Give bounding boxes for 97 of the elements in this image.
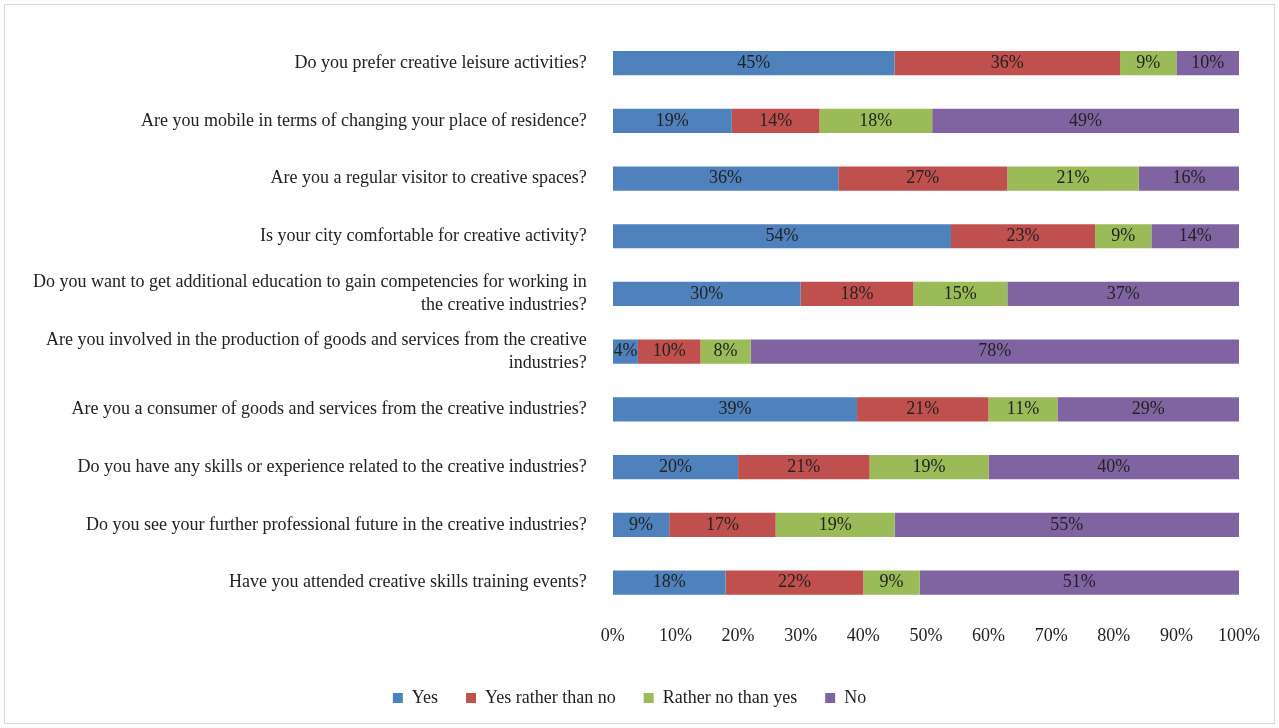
bar <box>1057 397 1239 422</box>
bar <box>932 108 1239 133</box>
legend-label: Rather no than yes <box>662 686 798 707</box>
bar <box>913 281 1008 307</box>
data-label: 78% <box>978 340 1012 361</box>
data-label: 21% <box>906 398 940 419</box>
x-tick-label: 100% <box>1218 624 1260 645</box>
bar <box>669 512 776 537</box>
x-tick-label: 80% <box>1097 624 1131 645</box>
y-tick-label: Are you involved in the production of goods and services from the creative industries? <box>46 329 587 372</box>
bar <box>612 281 801 307</box>
data-label: 21% <box>1056 167 1090 188</box>
data-label: 30% <box>690 282 724 303</box>
bar <box>919 570 1239 595</box>
bar <box>819 108 933 133</box>
data-label: 19% <box>655 109 689 130</box>
data-label: 14% <box>759 109 793 130</box>
x-tick-label: 10% <box>658 624 692 645</box>
data-label: 8% <box>713 340 738 361</box>
x-tick-label: 40% <box>846 624 880 645</box>
y-tick-label: Are you a consumer of goods and services from the creative industries? <box>71 398 587 419</box>
bar <box>612 397 858 422</box>
data-label: 19% <box>818 513 852 534</box>
data-label: 51% <box>1062 571 1096 592</box>
x-tick-label: 30% <box>784 624 818 645</box>
bar <box>1151 224 1239 249</box>
data-label: 18% <box>859 109 893 130</box>
data-label: 9% <box>1111 224 1136 245</box>
data-label: 10% <box>652 340 686 361</box>
bar <box>750 339 1239 364</box>
data-label: 18% <box>652 571 686 592</box>
data-label: 20% <box>658 455 692 476</box>
x-tick-label: 60% <box>972 624 1006 645</box>
bar <box>725 570 864 595</box>
data-label: 22% <box>777 571 811 592</box>
bar <box>738 454 870 480</box>
data-label: 29% <box>1131 398 1165 419</box>
bar <box>988 454 1239 480</box>
bar <box>950 224 1095 249</box>
bar <box>800 281 914 307</box>
x-tick-label: 70% <box>1034 624 1068 645</box>
bar <box>863 570 920 595</box>
bar <box>612 166 839 191</box>
y-tick-label: Are you mobile in terms of changing your place of residence? <box>141 109 587 130</box>
data-label: 14% <box>1178 224 1212 245</box>
legend-label: No <box>844 686 867 707</box>
data-label: 9% <box>1136 51 1161 72</box>
data-label: 17% <box>705 513 739 534</box>
x-tick-label: 90% <box>1159 624 1193 645</box>
bar <box>1138 166 1239 191</box>
x-tick-label: 0% <box>600 624 625 645</box>
x-tick-label: 50% <box>909 624 943 645</box>
bar <box>612 570 726 595</box>
data-label: 4% <box>613 340 638 361</box>
data-label: 36% <box>709 167 743 188</box>
bar <box>869 454 989 480</box>
bar <box>612 50 895 76</box>
data-label: 23% <box>1006 224 1040 245</box>
y-tick-label: Are you a regular visitor to creative spaces? <box>270 167 587 188</box>
y-tick-label: Is your city comfortable for creative activity? <box>260 224 587 245</box>
data-label: 21% <box>787 455 821 476</box>
legend-label: Yes <box>411 686 439 707</box>
x-tick-label: 20% <box>721 624 755 645</box>
bar <box>775 512 895 537</box>
data-label: 36% <box>990 51 1024 72</box>
bar <box>612 224 951 249</box>
data-label: 15% <box>943 282 977 303</box>
data-label: 40% <box>1097 455 1131 476</box>
data-label: 37% <box>1106 282 1140 303</box>
bar <box>988 397 1058 422</box>
y-tick-label: Do you see your further professional future in the creative industries? <box>86 513 587 534</box>
bar <box>894 512 1239 537</box>
legend-label: Yes rather than no <box>485 686 616 707</box>
data-label: 27% <box>906 167 940 188</box>
data-label: 9% <box>879 571 904 592</box>
bar <box>612 108 732 133</box>
y-tick-label: Do you prefer creative leisure activities? <box>294 51 587 72</box>
bar <box>1007 166 1139 191</box>
data-label: 16% <box>1172 167 1206 188</box>
data-label: 39% <box>718 398 752 419</box>
bar <box>612 454 739 480</box>
bar <box>838 166 1008 191</box>
data-label: 49% <box>1069 109 1103 130</box>
bar <box>1007 281 1239 307</box>
bar <box>857 397 989 422</box>
data-label: 11% <box>1006 398 1040 419</box>
data-label: 9% <box>629 513 654 534</box>
data-label: 19% <box>912 455 946 476</box>
y-tick-label: Do you want to get additional education to gain competencies for working in the creative industries? <box>32 271 587 314</box>
data-label: 55% <box>1050 513 1084 534</box>
y-tick-label: Have you attended creative skills training events? <box>228 571 587 592</box>
data-label: 10% <box>1191 51 1225 72</box>
y-tick-label: Do you have any skills or experience related to the creative industries? <box>77 455 587 476</box>
bar <box>894 50 1121 76</box>
data-label: 18% <box>840 282 874 303</box>
data-label: 54% <box>765 224 799 245</box>
data-label: 45% <box>737 51 771 72</box>
